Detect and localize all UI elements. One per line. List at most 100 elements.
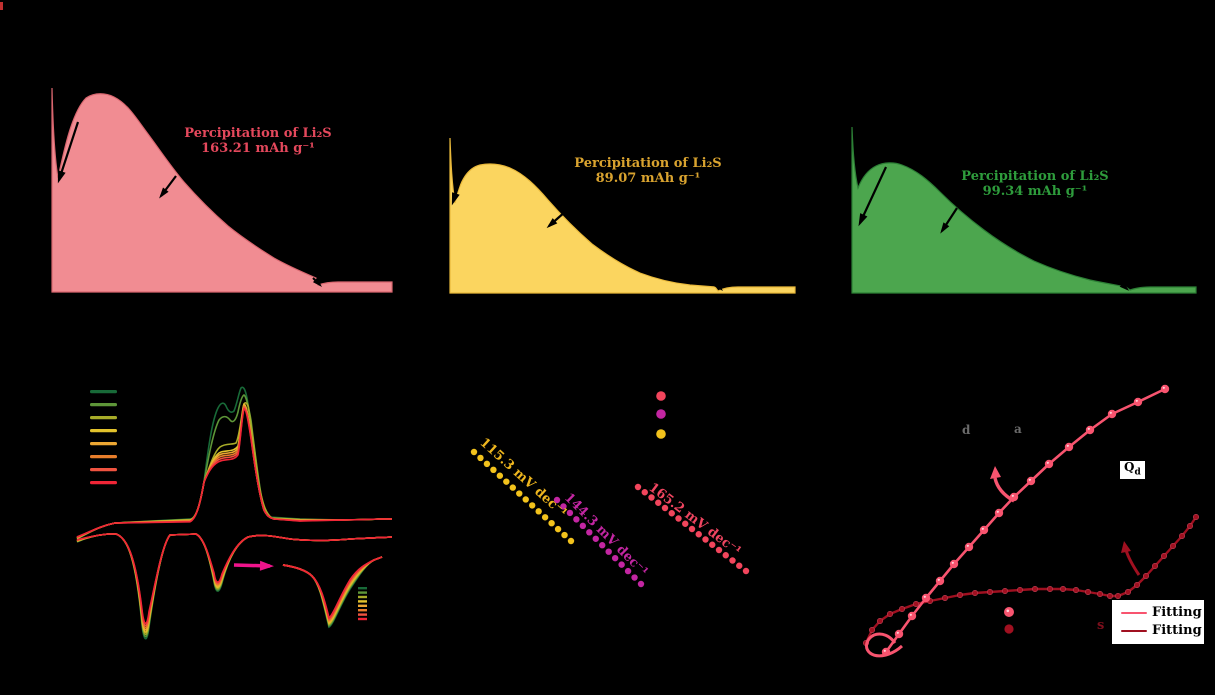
dark-red-marker: [876, 617, 883, 624]
pink-marker-highlight: [1109, 411, 1112, 414]
pink-marker: [881, 647, 891, 657]
cv-inset-legend-swatch: [358, 613, 367, 616]
tafel-line-2: [611, 554, 619, 562]
tafel-line-1: [535, 508, 542, 515]
pink-marker-highlight: [1046, 461, 1049, 464]
glyph-s: s: [1097, 618, 1105, 633]
pink-marker: [1064, 442, 1074, 452]
glyph-a: a: [1014, 422, 1022, 436]
dark-red-marker: [1161, 552, 1168, 559]
tafel-line-1: [548, 520, 555, 527]
dark-red-marker: [1001, 587, 1008, 594]
tafel-line-2: [631, 574, 638, 581]
pink-marker: [979, 525, 989, 535]
tafel-line-2: [573, 516, 580, 523]
cv-curve-upper: [76, 386, 392, 540]
panel-c-annotation-line1: Percipitation of Li₂S: [961, 169, 1109, 184]
panel-c-arrow-3-head: [1119, 282, 1130, 291]
cv-inset-curve: [282, 556, 383, 620]
tafel-line-3: [695, 531, 702, 538]
panel-b-annotation-line2: 89.07 mAh g⁻¹: [595, 170, 701, 186]
panel-c-arrow-1: [859, 166, 887, 224]
cv-legend-swatch: [90, 455, 117, 459]
pink-marker-highlight: [1011, 494, 1014, 497]
tafel-line-3: [675, 515, 682, 522]
pink-marker-highlight: [896, 631, 899, 634]
tafel-line-2: [579, 522, 587, 530]
dark-red-marker: [1134, 581, 1141, 588]
pink-marker-highlight: [1028, 478, 1031, 481]
pink-marker: [921, 593, 931, 603]
tafel-line-3: [688, 525, 696, 533]
panel-a-arrow-2-head: [159, 187, 169, 199]
qd-label-sub: d: [1134, 467, 1141, 478]
fitting-legend-label-2: Fitting: [1152, 622, 1202, 638]
fitting-legend: Fitting Fitting: [1112, 600, 1206, 644]
dark-red-marker: [868, 626, 875, 633]
dark-red-marker: [1107, 592, 1114, 599]
tafel-line-3: [715, 546, 723, 554]
tafel-line-2: [624, 567, 632, 575]
tafel-line-2: [560, 503, 567, 510]
glyph-d: d: [962, 423, 971, 437]
pink-arrow-head: [990, 466, 1001, 479]
pink-marker: [1044, 459, 1054, 469]
dark-red-marker: [1060, 585, 1067, 592]
dark-red-marker: [1115, 592, 1122, 599]
fitting-legend-row-2: Fitting: [1112, 622, 1204, 639]
dark-red-arrow-head: [1121, 541, 1131, 553]
dark-red-marker: [1125, 588, 1132, 595]
cv-inset-legend-swatch: [358, 604, 367, 607]
cv-curve-upper: [76, 404, 392, 539]
dark-red-marker: [971, 589, 978, 596]
pink-legend-marker-highlight: [1006, 609, 1010, 613]
panel-c-annotation: Percipitation of Li₂S 99.34 mAh g⁻¹: [925, 169, 1145, 200]
panel-a-annotation-line2: 163.21 mAh g⁻¹: [201, 140, 315, 156]
tafel-line-3: [702, 536, 709, 543]
dark-red-arrow-stem: [1124, 549, 1141, 576]
tafel-line-3: [655, 499, 662, 506]
cv-legend-swatch: [90, 429, 117, 433]
dark-red-marker: [956, 591, 963, 598]
dark-red-marker: [1187, 522, 1194, 529]
panel-a-annotation: Percipitation of Li₂S 163.21 mAh g⁻¹: [148, 126, 368, 157]
cv-inset-legend-swatch: [358, 595, 367, 599]
tafel-line-3: [634, 483, 642, 491]
dark-red-legend-marker: [1004, 624, 1014, 634]
tafel-line-3: [729, 557, 736, 564]
pink-marker: [907, 611, 917, 621]
tafel-line-3: [736, 562, 743, 569]
panel-c-annotation-line2: 99.34 mAh g⁻¹: [982, 183, 1088, 199]
pink-marker-highlight: [909, 613, 912, 616]
cv-curve-upper: [76, 405, 392, 539]
tafel-line-3: [722, 552, 729, 559]
pink-marker: [949, 559, 959, 569]
tafel-line-1: [503, 478, 510, 485]
panel-a-arrow-3-head: [312, 277, 322, 287]
tafel-legend-marker: [656, 409, 666, 419]
tafel-line-1: [509, 484, 516, 491]
pink-marker-highlight: [937, 578, 940, 581]
panel-c-area: [851, 126, 1197, 294]
tafel-line-3: [742, 567, 750, 575]
cv-curve-upper: [76, 402, 392, 540]
tafel-line-1: [483, 460, 491, 468]
tafel-legend-marker: [656, 429, 666, 439]
tafel-line-2: [553, 496, 561, 504]
dark-red-marker: [1097, 590, 1104, 597]
tafel-line-3: [648, 494, 655, 501]
dark-red-marker: [1085, 588, 1092, 595]
cv-legend-swatch: [90, 442, 117, 446]
panel-b-annotation-line1: Percipitation of Li₂S: [574, 156, 722, 171]
cv-curve-lower: [76, 533, 393, 631]
cv-inset-legend-swatch: [358, 609, 367, 612]
tafel-line-1: [529, 502, 536, 509]
cv-legend-swatch: [90, 481, 117, 485]
panel-a-annotation-line1: Percipitation of Li₂S: [184, 126, 332, 141]
cv-curve-upper: [76, 403, 392, 539]
panel-a-arrow-1-head: [57, 170, 66, 184]
tafel-line-1: [477, 454, 484, 462]
tafel-line-2: [605, 548, 612, 555]
fitting-legend-row-1: Fitting: [1112, 605, 1204, 621]
